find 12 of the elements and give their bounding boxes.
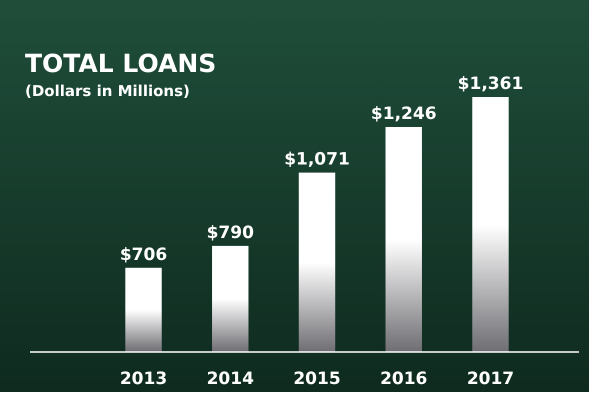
x-tick-label: 2016 [380,369,428,389]
chart-title: TOTAL LOANS [25,49,216,78]
chart-subtitle: (Dollars in Millions) [25,82,190,100]
data-label: $790 [206,222,254,243]
x-tick-label: 2014 [206,369,254,389]
data-label: $1,246 [370,104,437,124]
data-label: $1,361 [458,74,524,94]
data-label: $706 [120,244,168,265]
x-tick-label: 2015 [293,369,341,389]
data-label: $1,071 [284,150,350,170]
x-tick-label: 2013 [120,369,168,389]
x-tick-label: 2017 [466,369,514,389]
